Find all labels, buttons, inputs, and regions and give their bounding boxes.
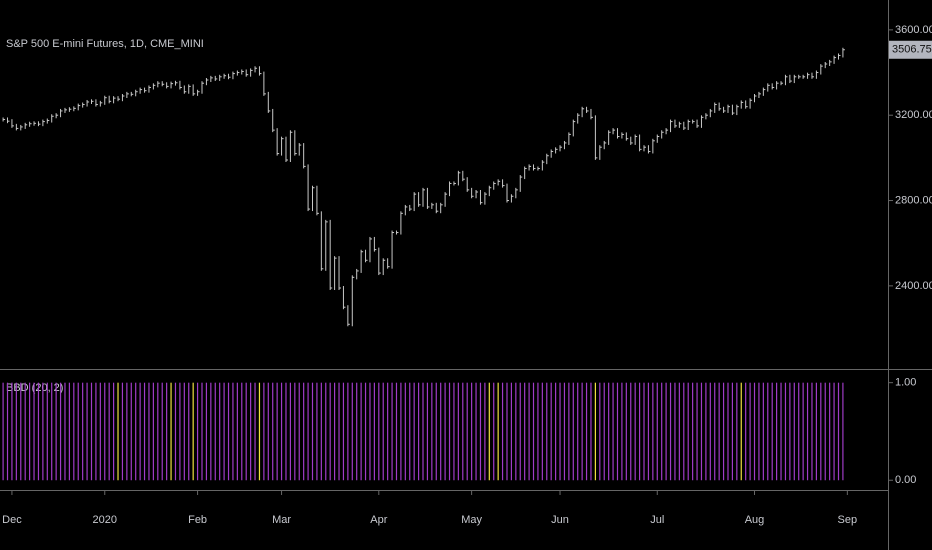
x-tick-label: May <box>461 514 482 526</box>
x-tick-label: Sep <box>838 514 858 526</box>
indicator-title: BBD (20, 2) <box>6 382 63 394</box>
x-tick-label: 2020 <box>93 514 117 526</box>
y-tick-label: 3200.00 <box>895 109 932 121</box>
x-tick-label: Apr <box>370 514 387 526</box>
x-tick-label: Dec <box>2 514 22 526</box>
x-tick-label: Jun <box>551 514 569 526</box>
y-tick-label: 2800.00 <box>895 194 932 206</box>
y-tick-label: 2400.00 <box>895 280 932 292</box>
last-price-label: 3506.75 <box>892 44 932 56</box>
x-tick-label: Jul <box>650 514 664 526</box>
y-tick-label: 0.00 <box>895 474 916 486</box>
chart-title: S&P 500 E-mini Futures, 1D, CME_MINI <box>6 38 204 50</box>
x-tick-label: Aug <box>745 514 765 526</box>
x-tick-label: Mar <box>272 514 291 526</box>
y-tick-label: 1.00 <box>895 377 916 389</box>
y-tick-label: 3600.00 <box>895 24 932 36</box>
x-tick-label: Feb <box>188 514 207 526</box>
last-price-box <box>889 40 932 59</box>
